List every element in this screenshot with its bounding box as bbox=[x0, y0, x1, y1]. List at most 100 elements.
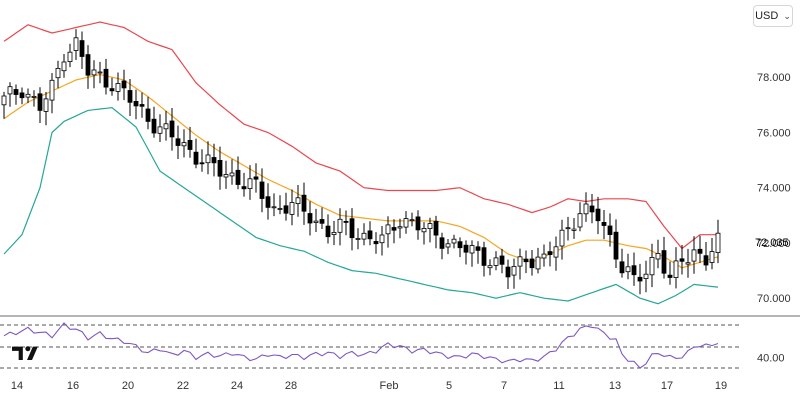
candle-body bbox=[403, 218, 409, 228]
time-tick-label: 16 bbox=[67, 380, 79, 392]
candle-body bbox=[73, 37, 79, 51]
candle-body bbox=[595, 208, 601, 222]
candle-body bbox=[271, 206, 277, 209]
price-axis[interactable]: 70.000 72.000 74.000 76.000 78.000 72.035 bbox=[755, 72, 791, 305]
currency-selector[interactable]: USD ⌄ bbox=[753, 5, 793, 27]
candle-body bbox=[187, 139, 193, 150]
candle-body bbox=[703, 255, 709, 266]
candle-body bbox=[325, 225, 331, 238]
time-axis[interactable]: 14 16 20 22 24 28 Feb 5 7 11 13 17 19 bbox=[11, 380, 727, 392]
candle-body bbox=[343, 220, 349, 223]
currency-label: USD bbox=[755, 10, 779, 22]
price-tick-label: 76.000 bbox=[757, 128, 791, 140]
candle-body bbox=[499, 255, 505, 265]
candle-body bbox=[181, 142, 187, 147]
candle-body bbox=[691, 249, 697, 262]
upper-band-line bbox=[3, 21, 718, 250]
candle-body bbox=[379, 234, 385, 244]
candle-body bbox=[655, 252, 661, 260]
candle-body bbox=[565, 227, 571, 230]
candle-body bbox=[601, 221, 607, 226]
time-tick-label: 19 bbox=[715, 380, 727, 392]
candle-body bbox=[583, 203, 589, 215]
candle-body bbox=[457, 241, 463, 249]
candle-body bbox=[649, 256, 655, 276]
candle-body bbox=[607, 225, 613, 236]
time-tick-label: 20 bbox=[122, 380, 134, 392]
candle-body bbox=[571, 228, 577, 231]
candle-body bbox=[43, 98, 49, 112]
candle-body bbox=[433, 220, 439, 236]
candle-body bbox=[451, 238, 457, 244]
candle-body bbox=[151, 118, 157, 134]
candle-body bbox=[487, 265, 493, 269]
candle-body bbox=[505, 266, 511, 278]
candle-body bbox=[697, 248, 703, 254]
candle-body bbox=[265, 196, 271, 208]
time-tick-label: 28 bbox=[285, 380, 297, 392]
candle-body bbox=[397, 226, 403, 229]
rsi-indicator bbox=[3, 322, 719, 369]
candle-body bbox=[67, 51, 73, 63]
candle-body bbox=[49, 79, 55, 101]
candle-body bbox=[463, 244, 469, 253]
candle-body bbox=[493, 257, 499, 266]
time-tick-label: 14 bbox=[11, 380, 23, 392]
candle-body bbox=[427, 223, 433, 230]
candle-body bbox=[559, 229, 565, 247]
candle-body bbox=[301, 194, 307, 212]
candle-body bbox=[121, 80, 127, 89]
candle-body bbox=[331, 231, 337, 235]
middle-band-line bbox=[3, 73, 719, 269]
candle-body bbox=[421, 227, 427, 233]
candle-body bbox=[661, 250, 667, 274]
candle-body bbox=[439, 237, 445, 249]
price-tick-label: 78.000 bbox=[757, 72, 791, 84]
candle-body bbox=[235, 169, 241, 185]
candle-body bbox=[367, 230, 373, 240]
candle-body bbox=[313, 220, 319, 223]
candle-body bbox=[61, 61, 67, 72]
candle-body bbox=[541, 253, 547, 259]
candle-body bbox=[625, 266, 631, 273]
candle-body bbox=[481, 247, 487, 266]
candle-body bbox=[247, 178, 253, 190]
candle-body bbox=[37, 93, 43, 111]
candle-body bbox=[127, 90, 133, 103]
price-tick-label: 74.000 bbox=[757, 183, 791, 195]
candle-body bbox=[511, 265, 517, 276]
candle-body bbox=[709, 251, 715, 263]
candle-body bbox=[133, 101, 139, 107]
candle-body bbox=[199, 162, 205, 165]
candle-body bbox=[295, 197, 301, 205]
candle-body bbox=[55, 68, 61, 79]
candle-body bbox=[277, 208, 283, 210]
candle-body bbox=[715, 232, 721, 253]
chevron-down-icon: ⌄ bbox=[783, 10, 791, 21]
rsi-tick-label: 40.00 bbox=[757, 352, 785, 364]
candle-body bbox=[589, 205, 595, 213]
candle-body bbox=[475, 246, 481, 251]
candle-body bbox=[307, 213, 313, 224]
candle-body bbox=[619, 261, 625, 274]
candle-body bbox=[685, 262, 691, 265]
candle-body bbox=[85, 54, 91, 76]
candle-body bbox=[7, 86, 13, 95]
time-tick-label: 13 bbox=[609, 380, 621, 392]
candle-body bbox=[289, 202, 295, 215]
candles bbox=[1, 29, 721, 295]
candle-body bbox=[79, 40, 85, 57]
candle-body bbox=[673, 260, 679, 278]
candle-body bbox=[355, 238, 361, 240]
candle-body bbox=[211, 157, 217, 164]
candle-body bbox=[139, 104, 145, 107]
candle-body bbox=[1, 95, 7, 106]
candle-body bbox=[667, 274, 673, 278]
candle-body bbox=[415, 216, 421, 231]
time-tick-label: Feb bbox=[380, 380, 399, 392]
candle-body bbox=[577, 213, 583, 228]
candle-body bbox=[175, 138, 181, 146]
rsi-axis[interactable]: 40.00 bbox=[757, 352, 785, 364]
candle-body bbox=[91, 69, 97, 76]
